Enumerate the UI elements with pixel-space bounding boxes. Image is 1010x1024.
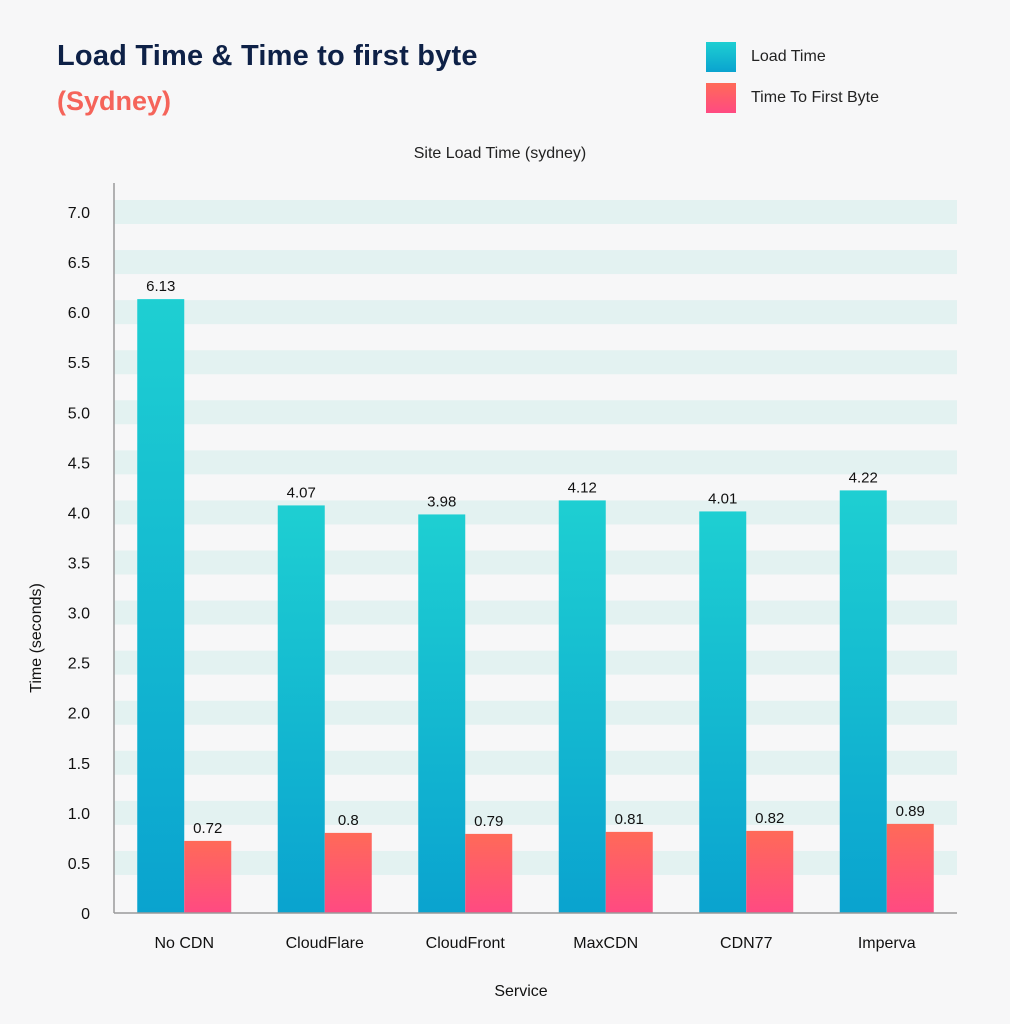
y-tick-label: 0 xyxy=(81,906,90,923)
legend-swatch-load-time xyxy=(706,42,736,72)
legend-swatch-ttfb xyxy=(706,83,736,113)
legend-label-ttfb: Time To First Byte xyxy=(751,89,880,106)
y-tick-label: 1.5 xyxy=(68,756,90,773)
grid-band xyxy=(114,650,957,675)
bars xyxy=(137,299,934,914)
ttfb-bar xyxy=(605,831,653,913)
ttfb-bar xyxy=(886,823,934,913)
y-tick-label: 3.0 xyxy=(68,606,90,623)
y-axis-title: Time (seconds) xyxy=(28,583,45,693)
y-tick-label: 5.5 xyxy=(68,355,90,372)
y-axis-ticks: 0 0.5 1.0 1.5 2.0 2.5 3.0 3.5 4.0 4.5 5.0 5.5 6.0 6.5… xyxy=(68,205,90,923)
grid-band xyxy=(114,250,957,275)
load-time-value-label: 4.12 xyxy=(568,479,597,496)
grid-band xyxy=(114,450,957,475)
chart-subheading: (Sydney) xyxy=(57,86,172,116)
ttfb-value-label: 0.82 xyxy=(755,810,784,827)
x-category-label: CloudFlare xyxy=(286,935,364,952)
ttfb-value-label: 0.72 xyxy=(193,820,222,837)
load-time-value-label: 4.22 xyxy=(849,469,878,486)
x-category-label: CloudFront xyxy=(426,935,506,952)
load-time-bar xyxy=(418,514,466,913)
x-category-label: MaxCDN xyxy=(573,935,638,952)
y-tick-label: 6.5 xyxy=(68,255,90,272)
grid-band xyxy=(114,500,957,525)
data-labels: 6.13 0.72 4.07 0.8 3.98 0.79 4.12 0.81 4.01 0.82 4… xyxy=(146,278,925,837)
chart-heading: Load Time & Time to first byte xyxy=(57,40,478,72)
load-time-value-label: 4.01 xyxy=(708,490,737,507)
ttfb-value-label: 0.79 xyxy=(474,813,503,830)
grid-band xyxy=(114,550,957,575)
grid-band xyxy=(114,800,957,825)
load-time-bar xyxy=(137,299,185,914)
grid-band xyxy=(114,700,957,725)
load-time-bar xyxy=(839,490,887,913)
grid-band xyxy=(114,850,957,875)
legend-item-load-time: Load Time xyxy=(706,42,879,72)
y-tick-label: 4.5 xyxy=(68,455,90,472)
y-tick-label: 5.0 xyxy=(68,405,90,422)
x-category-label: CDN77 xyxy=(720,935,773,952)
load-time-value-label: 4.07 xyxy=(287,484,316,501)
x-category-label: Imperva xyxy=(858,935,916,952)
y-tick-label: 4.0 xyxy=(68,505,90,522)
grid-band xyxy=(114,350,957,375)
y-tick-label: 2.5 xyxy=(68,656,90,673)
load-time-bar xyxy=(699,511,747,913)
legend-item-ttfb: Time To First Byte xyxy=(706,83,879,113)
grid-band xyxy=(114,200,957,224)
grid-band xyxy=(114,300,957,325)
load-time-bar xyxy=(558,500,606,913)
grid-bands xyxy=(114,200,957,875)
y-tick-label: 0.5 xyxy=(68,856,90,873)
x-category-label: No CDN xyxy=(154,935,214,952)
load-time-bar xyxy=(277,505,325,913)
ttfb-value-label: 0.89 xyxy=(896,803,925,820)
y-tick-label: 2.0 xyxy=(68,706,90,723)
legend-label-load-time: Load Time xyxy=(751,48,826,65)
ttfb-bar xyxy=(465,833,513,913)
x-axis-categories: No CDN CloudFlare CloudFront MaxCDN CDN77 Imp… xyxy=(154,935,915,952)
legend: Load Time Time To First Byte xyxy=(706,42,879,124)
grid-band xyxy=(114,750,957,775)
ttfb-bar xyxy=(746,830,794,913)
load-time-value-label: 3.98 xyxy=(427,493,456,510)
chart-title: Site Load Time (sydney) xyxy=(414,145,587,162)
ttfb-bar xyxy=(324,832,372,913)
y-tick-label: 1.0 xyxy=(68,806,90,823)
y-tick-label: 7.0 xyxy=(68,205,90,222)
ttfb-value-label: 0.8 xyxy=(338,812,359,829)
ttfb-bar xyxy=(184,840,232,913)
y-tick-label: 6.0 xyxy=(68,305,90,322)
grid-band xyxy=(114,400,957,425)
load-time-value-label: 6.13 xyxy=(146,278,175,295)
grid-band xyxy=(114,600,957,625)
x-axis-title: Service xyxy=(494,983,547,1000)
ttfb-value-label: 0.81 xyxy=(615,811,644,828)
y-tick-label: 3.5 xyxy=(68,556,90,573)
